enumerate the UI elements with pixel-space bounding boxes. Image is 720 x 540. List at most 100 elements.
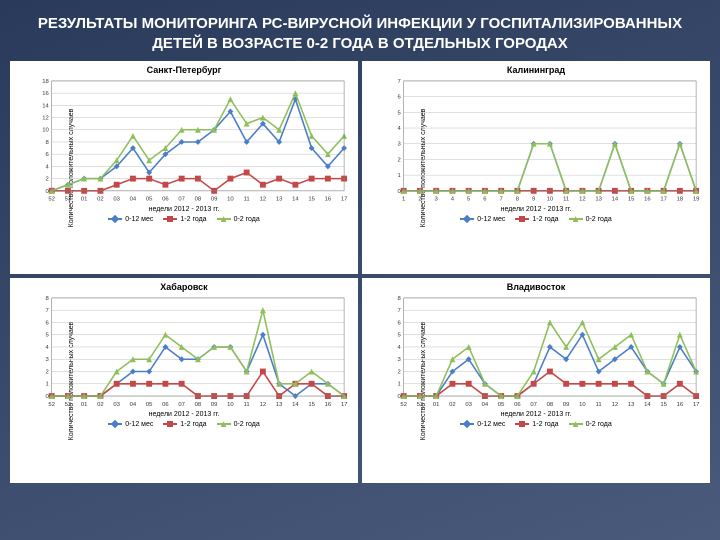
svg-text:05: 05 — [146, 402, 153, 408]
svg-text:18: 18 — [677, 197, 684, 203]
svg-text:04: 04 — [482, 402, 489, 408]
svg-text:7: 7 — [397, 79, 400, 85]
svg-text:05: 05 — [146, 197, 153, 203]
page-title: РЕЗУЛЬТАТЫ МОНИТОРИНГА РС-ВИРУСНОЙ ИНФЕК… — [0, 0, 720, 61]
x-axis-label: недели 2012 - 2013 гг. — [14, 411, 354, 418]
legend-item: 0-2 года — [569, 216, 612, 223]
legend: 0-12 мес 1-2 года 0-2 года — [14, 421, 354, 428]
svg-text:03: 03 — [465, 402, 472, 408]
legend-item: 1-2 года — [515, 421, 558, 428]
svg-text:8: 8 — [45, 140, 49, 146]
svg-text:01: 01 — [81, 402, 88, 408]
svg-text:2: 2 — [45, 369, 48, 375]
svg-text:09: 09 — [211, 402, 218, 408]
svg-text:12: 12 — [260, 402, 267, 408]
chart-title: Хабаровск — [14, 282, 354, 292]
svg-text:02: 02 — [97, 197, 104, 203]
svg-text:15: 15 — [308, 402, 315, 408]
svg-text:11: 11 — [596, 402, 602, 408]
svg-text:12: 12 — [260, 197, 267, 203]
legend-label: 1-2 года — [180, 421, 206, 428]
legend-label: 0-12 мес — [477, 421, 505, 428]
svg-text:6: 6 — [483, 197, 487, 203]
legend-label: 0-12 мес — [125, 216, 153, 223]
legend-item: 0-12 мес — [108, 216, 153, 223]
svg-text:1: 1 — [397, 382, 400, 388]
svg-text:09: 09 — [563, 402, 570, 408]
svg-text:1: 1 — [397, 173, 400, 179]
svg-text:4: 4 — [45, 345, 49, 351]
svg-text:03: 03 — [113, 402, 120, 408]
svg-text:8: 8 — [45, 296, 49, 302]
svg-text:07: 07 — [530, 402, 537, 408]
svg-text:8: 8 — [397, 296, 401, 302]
svg-text:02: 02 — [449, 402, 456, 408]
svg-text:8: 8 — [516, 197, 520, 203]
svg-text:16: 16 — [325, 402, 332, 408]
legend-label: 0-12 мес — [125, 421, 153, 428]
svg-text:01: 01 — [433, 402, 440, 408]
svg-text:12: 12 — [612, 402, 619, 408]
svg-text:5: 5 — [397, 333, 401, 339]
svg-text:04: 04 — [130, 197, 137, 203]
svg-text:16: 16 — [325, 197, 332, 203]
legend: 0-12 мес1-2 года0-2 года — [14, 216, 354, 223]
line-chart: 0123456785253010203040506070809101112131… — [36, 294, 350, 410]
legend-item: 0-12 мес — [108, 421, 153, 428]
svg-text:06: 06 — [162, 402, 169, 408]
svg-text:5: 5 — [467, 197, 471, 203]
svg-text:6: 6 — [45, 152, 49, 158]
svg-text:10: 10 — [227, 197, 234, 203]
svg-text:2: 2 — [418, 197, 421, 203]
svg-text:07: 07 — [178, 402, 185, 408]
chart-grid: Санкт-Петербург Количество положительных… — [0, 61, 720, 501]
svg-text:53: 53 — [65, 197, 72, 203]
svg-text:14: 14 — [292, 197, 299, 203]
svg-text:17: 17 — [660, 197, 667, 203]
svg-text:2: 2 — [397, 369, 400, 375]
legend-item: 0-2 года — [217, 421, 260, 428]
svg-text:9: 9 — [532, 197, 535, 203]
svg-text:5: 5 — [45, 333, 49, 339]
svg-text:5: 5 — [397, 110, 401, 116]
svg-text:13: 13 — [628, 402, 635, 408]
line-chart: 0246810121416185253010203040506070809101… — [36, 77, 350, 205]
legend-label: 0-2 года — [586, 216, 612, 223]
legend-label: 1-2 года — [532, 216, 558, 223]
svg-text:16: 16 — [644, 197, 651, 203]
svg-text:14: 14 — [644, 402, 651, 408]
svg-text:53: 53 — [417, 402, 424, 408]
svg-text:1: 1 — [402, 197, 405, 203]
svg-text:6: 6 — [45, 320, 49, 326]
svg-text:6: 6 — [397, 95, 401, 101]
svg-text:10: 10 — [227, 402, 234, 408]
legend: 0-12 мес1-2 года0-2 года — [366, 421, 706, 428]
legend-label: 1-2 года — [532, 421, 558, 428]
svg-text:11: 11 — [563, 197, 569, 203]
legend-item: 1-2 года — [163, 421, 206, 428]
svg-text:09: 09 — [211, 197, 218, 203]
chart-panel: Калининград Количество положительных слу… — [362, 61, 710, 274]
svg-text:03: 03 — [113, 197, 120, 203]
svg-text:11: 11 — [244, 402, 250, 408]
svg-text:08: 08 — [547, 402, 554, 408]
svg-text:11: 11 — [244, 197, 250, 203]
legend-item: 0-12 мес — [460, 421, 505, 428]
chart-panel: Хабаровск Количество положительных случа… — [10, 278, 358, 483]
svg-text:12: 12 — [579, 197, 586, 203]
svg-text:4: 4 — [451, 197, 455, 203]
legend-item: 1-2 года — [515, 216, 558, 223]
svg-text:3: 3 — [45, 357, 49, 363]
svg-text:2: 2 — [45, 177, 48, 183]
svg-text:05: 05 — [498, 402, 505, 408]
svg-text:07: 07 — [178, 197, 185, 203]
legend-item: 1-2 года — [163, 216, 206, 223]
svg-text:1: 1 — [45, 382, 48, 388]
x-axis-label: недели 2012 - 2013 гг. — [366, 411, 706, 418]
svg-text:10: 10 — [42, 128, 49, 134]
svg-text:16: 16 — [677, 402, 684, 408]
svg-text:14: 14 — [42, 103, 49, 109]
svg-text:13: 13 — [276, 402, 283, 408]
svg-text:6: 6 — [397, 320, 401, 326]
svg-text:7: 7 — [500, 197, 503, 203]
